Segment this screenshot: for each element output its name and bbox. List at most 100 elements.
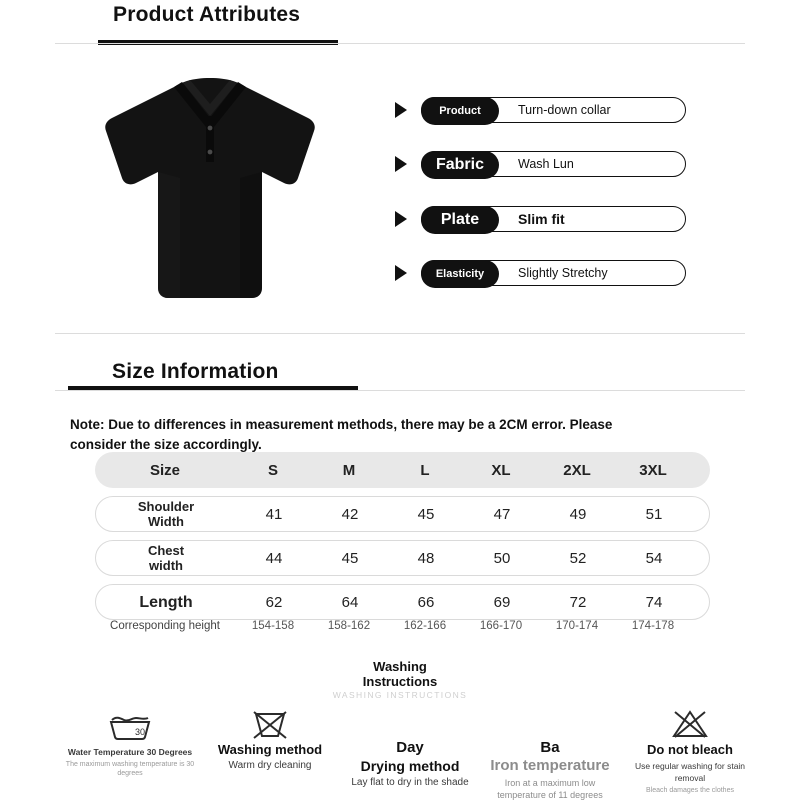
table-row-shoulder-width: Shoulder Width 41 42 45 47 49 51 xyxy=(95,496,710,532)
attribute-row-elasticity: Elasticity Slightly Stretchy xyxy=(395,259,686,288)
attribute-pill-product: Product Turn-down collar xyxy=(421,97,686,125)
attribute-value-plate: Slim fit xyxy=(518,211,565,227)
height-m: 158-162 xyxy=(327,620,371,632)
attribute-row-fabric: Fabric Wash Lun xyxy=(395,150,686,179)
table-header-row: Size S M L XL 2XL 3XL xyxy=(95,452,710,488)
bullet-triangle-icon xyxy=(395,265,407,281)
header-cell-l: L xyxy=(420,461,430,479)
attribute-pill-plate: Plate Slim fit xyxy=(421,206,686,234)
height-row-label: Corresponding height xyxy=(110,620,220,632)
washing-title-line2: Instructions xyxy=(362,674,438,689)
cell-chest-2xl: 52 xyxy=(569,549,587,567)
cell-length-2xl: 72 xyxy=(569,593,587,611)
care-label-drying-method: Drying method xyxy=(360,758,460,774)
care-tiny-wash-temperature: The maximum washing temperature is 30 de… xyxy=(65,761,195,777)
height-3xl: 174-178 xyxy=(631,620,675,632)
cell-length-xl: 69 xyxy=(493,593,511,611)
care-sub-iron-temperature: Iron at a maximum low temperature of 11 … xyxy=(497,778,603,800)
care-item-drying-method: Day Drying method Lay flat to dry in the… xyxy=(340,706,480,801)
height-2xl: 170-174 xyxy=(555,620,599,632)
title-underline-attributes xyxy=(98,40,338,45)
header-cell-s: S xyxy=(267,461,278,479)
care-item-wash-temperature: 30 Water Temperature 30 Degrees The maxi… xyxy=(60,706,200,801)
attribute-label-product: Product xyxy=(421,97,499,125)
header-cell-xl: XL xyxy=(491,461,511,479)
table-row-chest-width: Chest width 44 45 48 50 52 54 xyxy=(95,540,710,576)
cell-shoulder-2xl: 49 xyxy=(569,505,587,523)
bullet-triangle-icon xyxy=(395,211,407,227)
care-icon-row: 30 Water Temperature 30 Degrees The maxi… xyxy=(60,706,760,801)
corresponding-height-row: Corresponding height 154-158 158-162 162… xyxy=(95,620,710,632)
no-bleach-icon xyxy=(668,706,712,740)
cell-shoulder-m: 42 xyxy=(341,505,359,523)
cell-chest-l: 48 xyxy=(417,549,435,567)
row-label-line1: Chest xyxy=(147,543,185,558)
row-label-length: Length xyxy=(139,593,193,611)
care-sub-drying-method: Lay flat to dry in the shade xyxy=(351,777,469,788)
row-label-chest-width: Chest width xyxy=(96,543,236,573)
attribute-label-fabric: Fabric xyxy=(421,151,499,179)
washing-instructions-subtitle: WASHING INSTRUCTIONS xyxy=(332,690,468,700)
cell-shoulder-3xl: 51 xyxy=(645,505,663,523)
care-main-iron-temperature: Ba xyxy=(540,739,560,756)
svg-text:30: 30 xyxy=(135,727,145,737)
attribute-row-plate: Plate Slim fit xyxy=(395,205,686,234)
washing-instructions-title: Washing Instructions xyxy=(0,659,800,689)
title-underline-size xyxy=(68,386,358,391)
cell-chest-m: 45 xyxy=(341,549,359,567)
product-image xyxy=(70,60,350,310)
attribute-value-elasticity: Slightly Stretchy xyxy=(518,266,608,280)
attribute-row-product: Product Turn-down collar xyxy=(395,96,686,125)
care-item-iron-temperature: Ba Iron temperature Iron at a maximum lo… xyxy=(480,706,620,801)
table-row-length: Length 62 64 66 69 72 74 xyxy=(95,584,710,620)
cell-shoulder-xl: 47 xyxy=(493,505,511,523)
divider-top xyxy=(55,43,745,44)
measurement-note: Note: Due to differences in measurement … xyxy=(70,417,613,452)
cell-shoulder-s: 41 xyxy=(265,505,283,523)
height-s: 154-158 xyxy=(251,620,295,632)
size-table: Size S M L XL 2XL 3XL Shoulder Width 41 … xyxy=(95,452,710,628)
attribute-label-elasticity: Elasticity xyxy=(421,260,499,288)
cell-shoulder-l: 45 xyxy=(417,505,435,523)
washing-title-line1: Washing xyxy=(373,659,427,674)
care-sub-do-not-bleach: Use regular washing for stain removal xyxy=(634,761,746,783)
header-cell-2xl: 2XL xyxy=(563,461,591,479)
row-label-line1: Shoulder xyxy=(137,499,195,514)
care-label-washing-method: Washing method xyxy=(217,742,323,757)
wash-tub-30-icon: 30 xyxy=(106,706,154,740)
attribute-value-fabric: Wash Lun xyxy=(518,157,574,171)
header-cell-m: M xyxy=(342,461,356,479)
care-main-drying-method: Day xyxy=(396,739,424,756)
care-label-iron-temperature: Iron temperature xyxy=(490,757,610,774)
cell-chest-xl: 50 xyxy=(493,549,511,567)
care-tiny-do-not-bleach: Bleach damages the clothes xyxy=(646,787,734,794)
care-item-do-not-bleach: Do not bleach Use regular washing for st… xyxy=(620,706,760,801)
divider-size xyxy=(55,390,745,391)
care-sub-washing-method: Warm dry cleaning xyxy=(228,760,312,771)
care-label-do-not-bleach: Do not bleach xyxy=(647,742,733,757)
cell-chest-s: 44 xyxy=(265,549,283,567)
care-sub-wash-temperature: Water Temperature 30 Degrees xyxy=(67,747,193,757)
page-title-size-information: Size Information xyxy=(112,360,279,383)
height-l: 162-166 xyxy=(403,620,447,632)
row-label-line2: width xyxy=(149,558,183,573)
attribute-value-product: Turn-down collar xyxy=(518,103,611,117)
bullet-triangle-icon xyxy=(395,156,407,172)
page-title-product-attributes: Product Attributes xyxy=(113,3,301,26)
cell-length-3xl: 74 xyxy=(645,593,663,611)
no-dry-clean-icon xyxy=(248,706,292,740)
care-item-washing-method: Washing method Warm dry cleaning xyxy=(200,706,340,801)
bullet-triangle-icon xyxy=(395,102,407,118)
cell-length-m: 64 xyxy=(341,593,359,611)
height-xl: 166-170 xyxy=(479,620,523,632)
attribute-pill-fabric: Fabric Wash Lun xyxy=(421,151,686,179)
header-cell-3xl: 3XL xyxy=(639,461,667,479)
header-cell-size: Size xyxy=(149,461,180,479)
row-label-line2: Width xyxy=(148,514,184,529)
divider-middle xyxy=(55,333,745,334)
cell-length-s: 62 xyxy=(265,593,283,611)
cell-length-l: 66 xyxy=(417,593,435,611)
attribute-pill-elasticity: Elasticity Slightly Stretchy xyxy=(421,260,686,288)
attribute-label-plate: Plate xyxy=(421,206,499,234)
